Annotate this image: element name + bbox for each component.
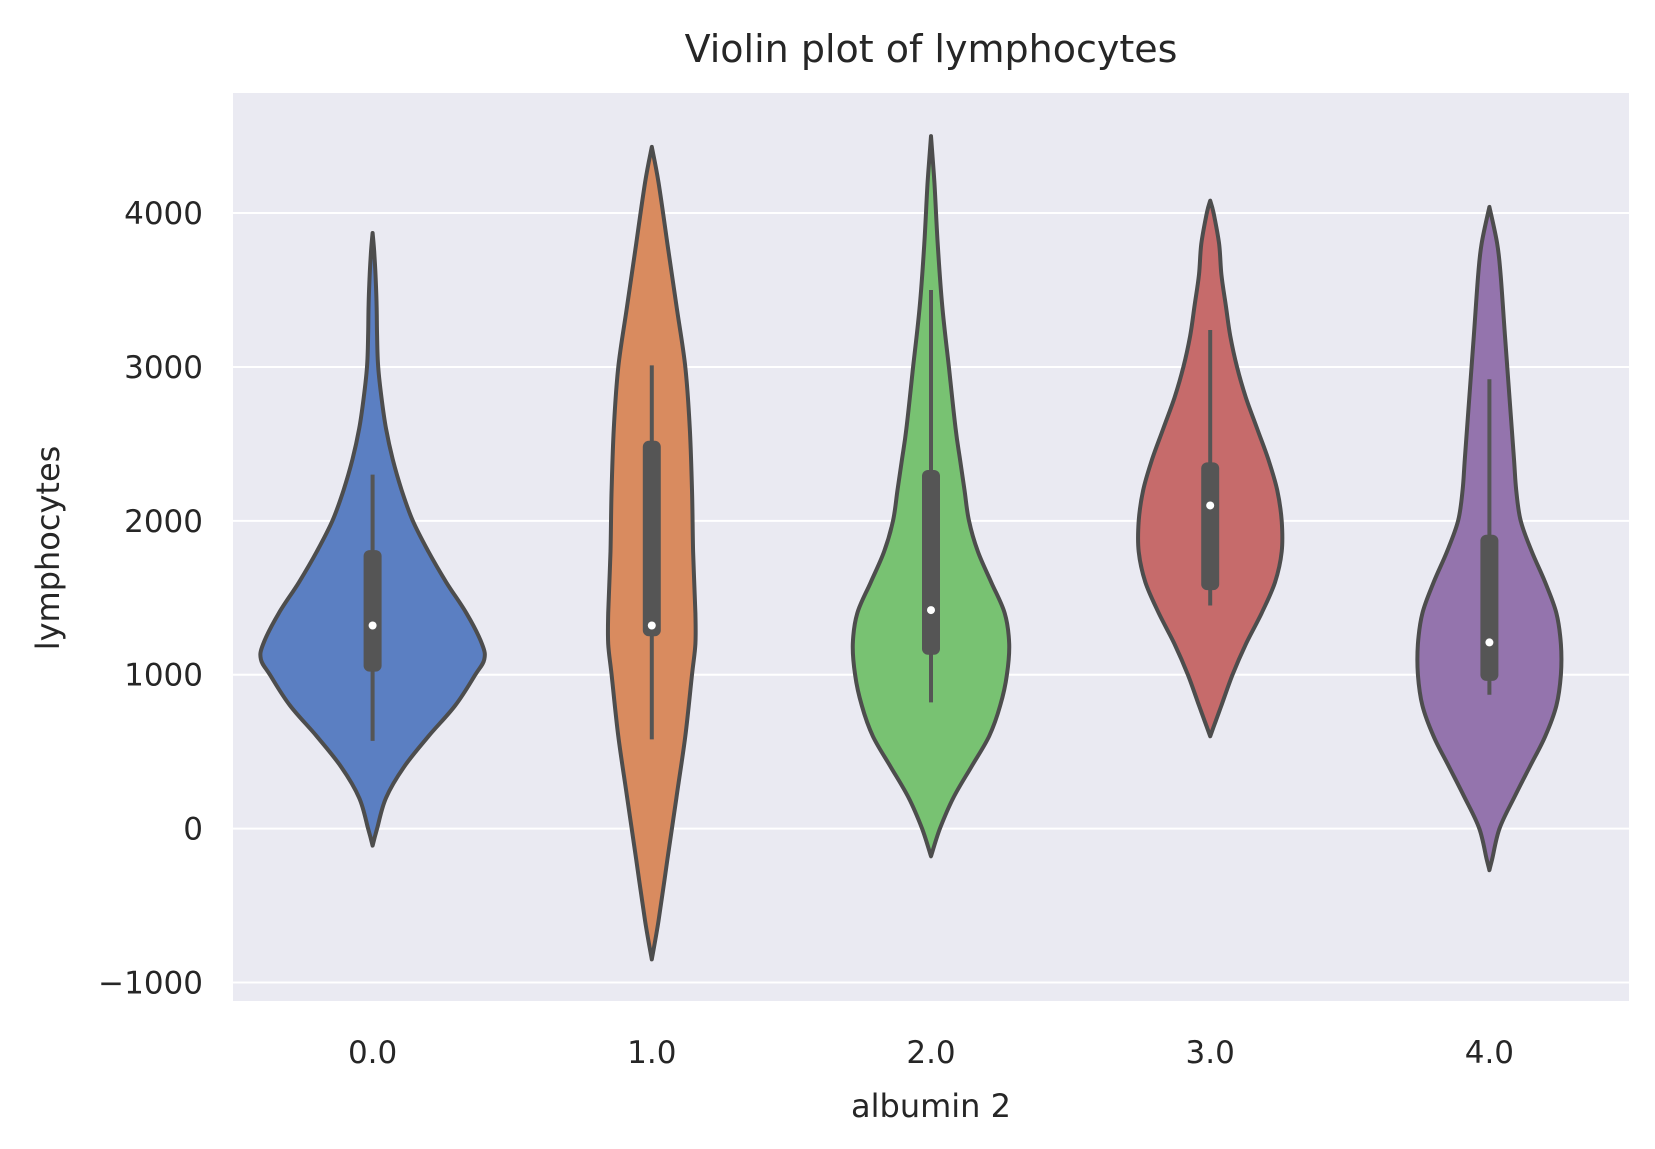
median-dot [1206, 501, 1215, 510]
x-tick-label: 0.0 [348, 1035, 397, 1071]
violin-3.0 [1136, 198, 1285, 739]
violin-1.0 [605, 144, 698, 962]
y-tick-labels: −1000 0 1000 2000 3000 4000 [98, 196, 203, 1001]
y-tick-label: 3000 [124, 350, 203, 386]
violins [258, 134, 1564, 962]
iqr-box [1480, 534, 1499, 681]
violin-2.0 [850, 134, 1012, 859]
x-axis-label: albumin 2 [851, 1087, 1011, 1125]
chart-title: Violin plot of lymphocytes [685, 27, 1178, 71]
y-tick-label: 0 [183, 812, 203, 848]
median-dot [927, 606, 935, 615]
median-dot [647, 621, 656, 630]
iqr-box [642, 440, 661, 637]
iqr-box [1201, 462, 1220, 591]
y-axis-label: lymphocytes [29, 446, 67, 651]
x-tick-label: 2.0 [906, 1035, 955, 1071]
violin-4.0 [1415, 204, 1564, 873]
y-tick-label: 1000 [124, 658, 203, 694]
iqr-box [922, 470, 940, 655]
x-tick-label: 4.0 [1465, 1035, 1514, 1071]
y-tick-label: −1000 [98, 966, 203, 1002]
median-dot [1485, 638, 1494, 647]
x-tick-label: 3.0 [1186, 1035, 1235, 1071]
violin-0.0 [258, 231, 487, 848]
y-tick-label: 2000 [124, 504, 203, 540]
x-tick-labels: 0.0 1.0 2.0 3.0 4.0 [348, 1035, 1514, 1071]
y-tick-label: 4000 [124, 196, 203, 232]
x-tick-label: 1.0 [627, 1035, 676, 1071]
median-dot [368, 621, 377, 630]
iqr-box [363, 550, 382, 672]
